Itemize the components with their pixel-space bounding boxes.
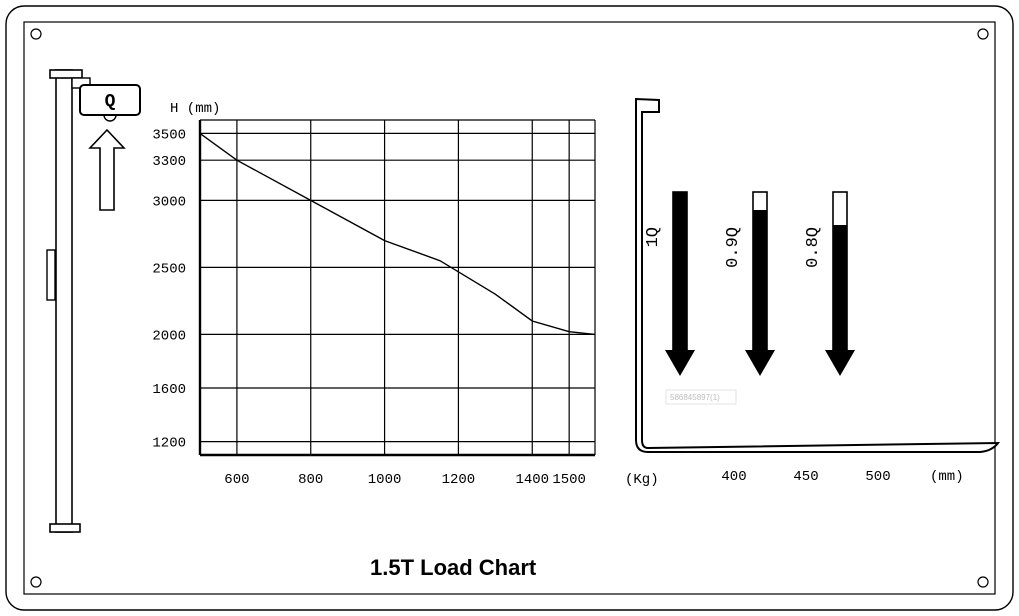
svg-text:(Kg): (Kg) (625, 472, 659, 488)
svg-text:400: 400 (721, 469, 746, 485)
svg-text:600: 600 (224, 472, 249, 488)
svg-text:H (mm): H (mm) (170, 101, 220, 117)
svg-text:586845897(1): 586845897(1) (670, 393, 720, 402)
svg-text:450: 450 (793, 469, 818, 485)
svg-text:1200: 1200 (152, 436, 186, 452)
load-factor-label: 0.8Q (804, 227, 823, 268)
svg-text:(mm): (mm) (930, 469, 964, 485)
svg-text:Q: Q (105, 92, 116, 112)
svg-text:1000: 1000 (368, 472, 402, 488)
svg-text:2000: 2000 (152, 328, 186, 344)
load-factor-label: 0.9Q (724, 227, 743, 268)
svg-text:1600: 1600 (152, 382, 186, 398)
svg-text:3500: 3500 (152, 127, 186, 143)
load-factor-label: 1Q (644, 227, 663, 247)
chart-title: 1.5T Load Chart (370, 555, 536, 581)
svg-text:2500: 2500 (152, 261, 186, 277)
svg-text:500: 500 (865, 469, 890, 485)
svg-text:1500: 1500 (552, 472, 586, 488)
svg-text:1200: 1200 (442, 472, 476, 488)
svg-text:1400: 1400 (515, 472, 549, 488)
svg-text:3000: 3000 (152, 194, 186, 210)
svg-text:800: 800 (298, 472, 323, 488)
svg-text:3300: 3300 (152, 154, 186, 170)
